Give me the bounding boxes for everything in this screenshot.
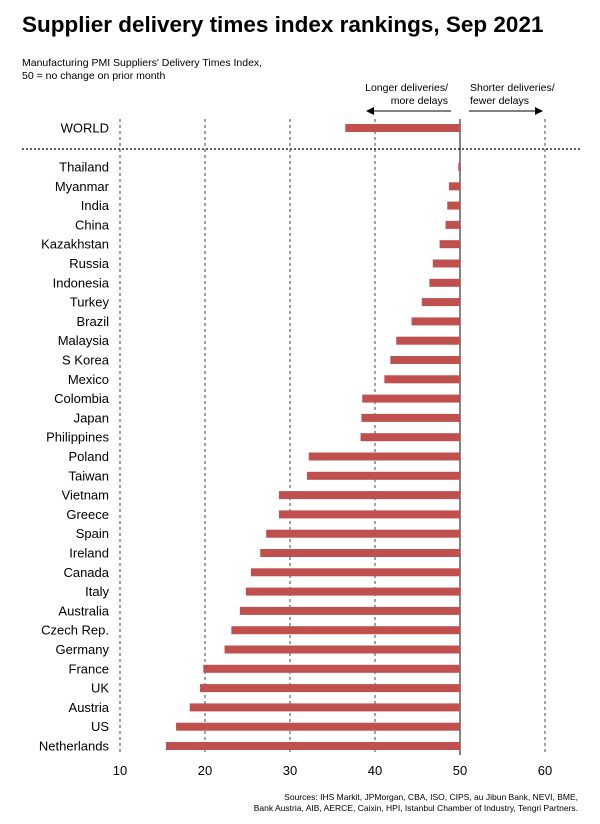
bar-austria	[189, 703, 460, 712]
bar-colombia	[362, 394, 460, 403]
bar-indonesia	[429, 278, 460, 287]
category-label-taiwan: Taiwan	[69, 468, 109, 483]
bar-world	[345, 124, 460, 132]
category-label-us: US	[91, 719, 109, 734]
bar-italy	[245, 587, 460, 596]
sources-line-2: Bank Austria, AIB, AERCE, Caixin, HPI, I…	[253, 803, 578, 813]
category-label-mexico: Mexico	[68, 372, 109, 387]
category-label-kazakhstan: Kazakhstan	[41, 237, 109, 252]
chart-subtitle-line-1: Manufacturing PMI Suppliers' Delivery Ti…	[22, 57, 263, 69]
category-label-ireland: Ireland	[69, 546, 109, 561]
bar-thailand	[458, 163, 460, 171]
category-label-france: France	[69, 661, 109, 676]
category-label-colombia: Colombia	[54, 391, 110, 406]
category-label-netherlands: Netherlands	[39, 739, 110, 754]
bar-spain	[266, 529, 460, 538]
bar-myanmar	[448, 182, 460, 191]
category-label-myanmar: Myanmar	[55, 179, 110, 194]
bar-kazakhstan	[439, 240, 460, 249]
bar-taiwan	[307, 471, 460, 480]
bar-czech-rep	[231, 626, 460, 635]
category-label-austria: Austria	[69, 700, 110, 715]
bar-vietnam	[278, 491, 460, 500]
category-label-poland: Poland	[69, 449, 109, 464]
bar-netherlands	[165, 742, 460, 750]
bar-s-korea	[390, 356, 460, 364]
annotation-shorter-line-2: fewer delays	[470, 95, 529, 107]
category-label-turkey: Turkey	[70, 295, 110, 310]
category-label-india: India	[81, 198, 110, 213]
bar-uk	[199, 684, 460, 693]
bar-philippines	[360, 433, 460, 442]
bar-greece	[278, 510, 460, 519]
category-label-czech-rep: Czech Rep.	[41, 623, 109, 638]
bar-australia	[239, 606, 460, 615]
category-label-canada: Canada	[63, 565, 109, 580]
x-tick-label: 50	[453, 763, 467, 778]
category-label-brazil: Brazil	[76, 314, 109, 329]
sources-line-1: Sources: IHS Markit, JPMorgan, CBA, ISO,…	[284, 792, 578, 802]
bar-poland	[308, 452, 460, 461]
bar-brazil	[411, 317, 460, 326]
chart-subtitle-line-2: 50 = no change on prior month	[22, 70, 166, 82]
bar-mexico	[384, 375, 460, 384]
bar-japan	[361, 413, 460, 422]
annotation-shorter-line-1: Shorter deliveries/	[470, 82, 555, 94]
x-tick-label: 40	[368, 763, 382, 778]
bar-malaysia	[396, 336, 460, 345]
bar-ireland	[260, 549, 460, 557]
bar-india	[447, 201, 460, 210]
category-label-philippines: Philippines	[46, 430, 109, 445]
bar-turkey	[421, 298, 460, 307]
chart-title: Supplier delivery times index rankings, …	[22, 12, 544, 37]
category-label-germany: Germany	[56, 642, 110, 657]
bar-russia	[432, 259, 460, 268]
category-label-thailand: Thailand	[59, 160, 109, 175]
category-label-world: WORLD	[61, 121, 109, 136]
category-label-vietnam: Vietnam	[62, 488, 109, 503]
x-tick-label: 60	[538, 763, 552, 778]
category-label-japan: Japan	[74, 410, 109, 425]
annotation-longer-line-1: Longer deliveries/	[365, 82, 448, 94]
category-label-malaysia: Malaysia	[58, 333, 110, 348]
category-label-s-korea: S Korea	[62, 353, 110, 368]
category-label-uk: UK	[91, 681, 109, 696]
category-label-spain: Spain	[76, 526, 109, 541]
x-tick-label: 20	[198, 763, 212, 778]
bar-china	[445, 220, 460, 229]
category-label-italy: Italy	[85, 584, 109, 599]
bar-chart: WORLD Thailand Myanmar India China Kazakhstan…	[22, 82, 582, 778]
bar-canada	[250, 568, 460, 577]
category-label-china: China	[75, 217, 110, 232]
category-label-greece: Greece	[66, 507, 109, 522]
category-label-russia: Russia	[69, 256, 110, 271]
bar-france	[203, 664, 461, 673]
x-tick-label: 10	[113, 763, 127, 778]
bar-germany	[224, 645, 460, 654]
annotation-longer-line-2: more delays	[391, 95, 448, 107]
category-label-indonesia: Indonesia	[53, 275, 110, 290]
category-label-australia: Australia	[58, 603, 109, 618]
bar-us	[176, 722, 460, 731]
x-tick-label: 30	[283, 763, 297, 778]
